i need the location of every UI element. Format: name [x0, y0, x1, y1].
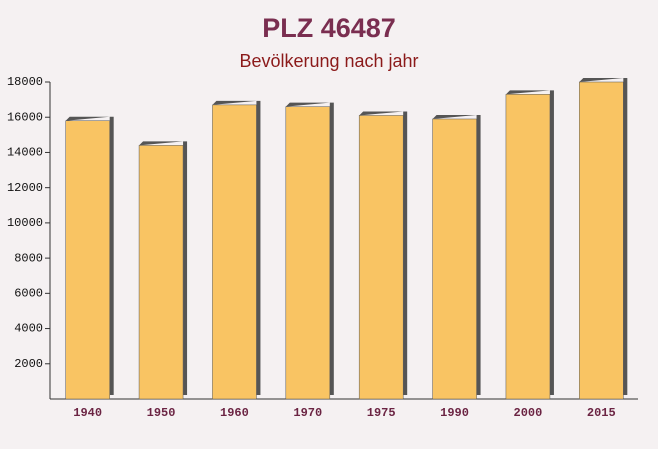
y-tick-label: 12000 [7, 181, 43, 195]
y-tick-label: 2000 [14, 357, 43, 371]
x-tick-label: 1975 [367, 406, 396, 420]
x-tick-label: 1970 [293, 406, 322, 420]
bar [138, 145, 184, 400]
y-tick-label: 8000 [14, 251, 43, 265]
x-tick-label: 1990 [440, 406, 469, 420]
bar [358, 115, 404, 400]
x-tick-label: 2015 [587, 406, 616, 420]
x-tick-label: 2000 [514, 406, 543, 420]
y-tick-label: 14000 [7, 146, 43, 160]
x-tick-label: 1940 [73, 406, 102, 420]
y-tick-label: 10000 [7, 216, 43, 230]
chart-title: PLZ 46487 [262, 13, 396, 43]
y-tick-label: 18000 [7, 75, 43, 89]
x-tick-label: 1960 [220, 406, 249, 420]
y-tick-label: 16000 [7, 110, 43, 124]
bar [65, 120, 110, 400]
chart-subtitle: Bevölkerung nach jahr [239, 51, 418, 71]
bar [212, 104, 257, 400]
bar [505, 94, 551, 400]
bar [579, 81, 624, 400]
bar [285, 106, 331, 400]
y-tick-label: 6000 [14, 287, 43, 301]
bar [432, 118, 477, 400]
y-tick-label: 4000 [14, 322, 43, 336]
x-tick-label: 1950 [147, 406, 176, 420]
